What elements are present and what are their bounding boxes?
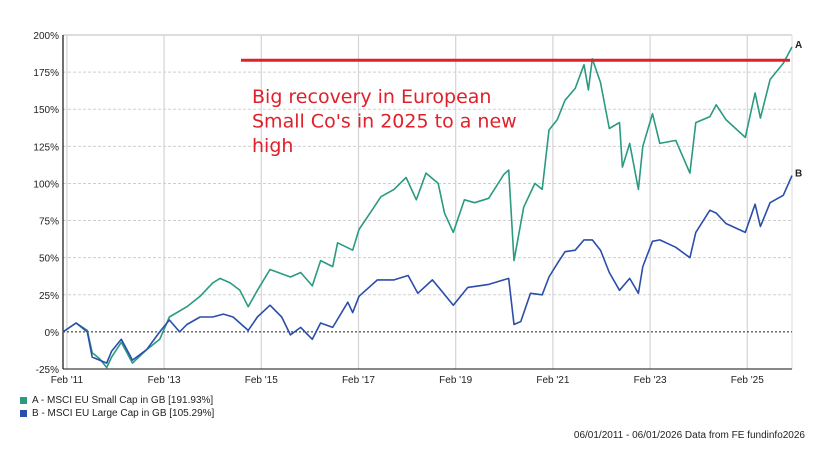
y-tick-label: 175% bbox=[33, 68, 59, 79]
legend-swatch-b bbox=[20, 410, 27, 417]
series-lines: AB bbox=[62, 40, 802, 369]
legend-item-b: B - MSCI EU Large Cap in GB [105.29%] bbox=[20, 407, 214, 420]
y-tick-label: 75% bbox=[39, 217, 59, 228]
annotation-text-line: Small Co's in 2025 to a new bbox=[252, 111, 517, 133]
x-tick-label: Feb '17 bbox=[342, 375, 375, 386]
y-tick-label: 150% bbox=[33, 105, 59, 116]
y-tick-label: -25% bbox=[36, 365, 59, 376]
series-line-b bbox=[62, 175, 793, 364]
x-tick-label: Feb '23 bbox=[634, 375, 667, 386]
axes: Feb '11 Feb '13 Feb '15 Feb '17 Feb '19 Feb '… bbox=[33, 31, 792, 386]
y-tick-label: 25% bbox=[39, 291, 59, 302]
x-tick-label: Feb '11 bbox=[51, 375, 84, 386]
x-tick-label: Feb '13 bbox=[148, 375, 181, 386]
y-tick-label: 125% bbox=[33, 142, 59, 153]
grid bbox=[63, 34, 793, 369]
y-tick-label: 200% bbox=[33, 31, 59, 42]
x-tick-label: Feb '25 bbox=[731, 375, 764, 386]
series-end-label-b: B bbox=[795, 169, 802, 180]
y-tick-label: 100% bbox=[33, 179, 59, 190]
annotation-text-line: high bbox=[252, 135, 293, 157]
series-line-a bbox=[62, 46, 793, 369]
legend-swatch-a bbox=[20, 397, 27, 404]
x-tick-label: Feb '19 bbox=[439, 375, 472, 386]
annotation: Big recovery in European Small Co's in 20… bbox=[241, 58, 790, 157]
x-tick-label: Feb '15 bbox=[245, 375, 278, 386]
legend-item-a: A - MSCI EU Small Cap in GB [191.93%] bbox=[20, 394, 214, 407]
x-tick-label: Feb '21 bbox=[536, 375, 569, 386]
legend-label-a: A - MSCI EU Small Cap in GB [191.93%] bbox=[32, 395, 214, 406]
y-tick-label: 50% bbox=[39, 254, 59, 265]
legend: A - MSCI EU Small Cap in GB [191.93%] B … bbox=[20, 394, 214, 420]
y-tick-label: 0% bbox=[45, 328, 60, 339]
series-end-label-a: A bbox=[795, 40, 802, 51]
annotation-text-line: Big recovery in European bbox=[252, 86, 491, 108]
source-footer: 06/01/2011 - 06/01/2026 Data from FE fun… bbox=[573, 430, 805, 441]
legend-label-b: B - MSCI EU Large Cap in GB [105.29%] bbox=[32, 408, 215, 419]
